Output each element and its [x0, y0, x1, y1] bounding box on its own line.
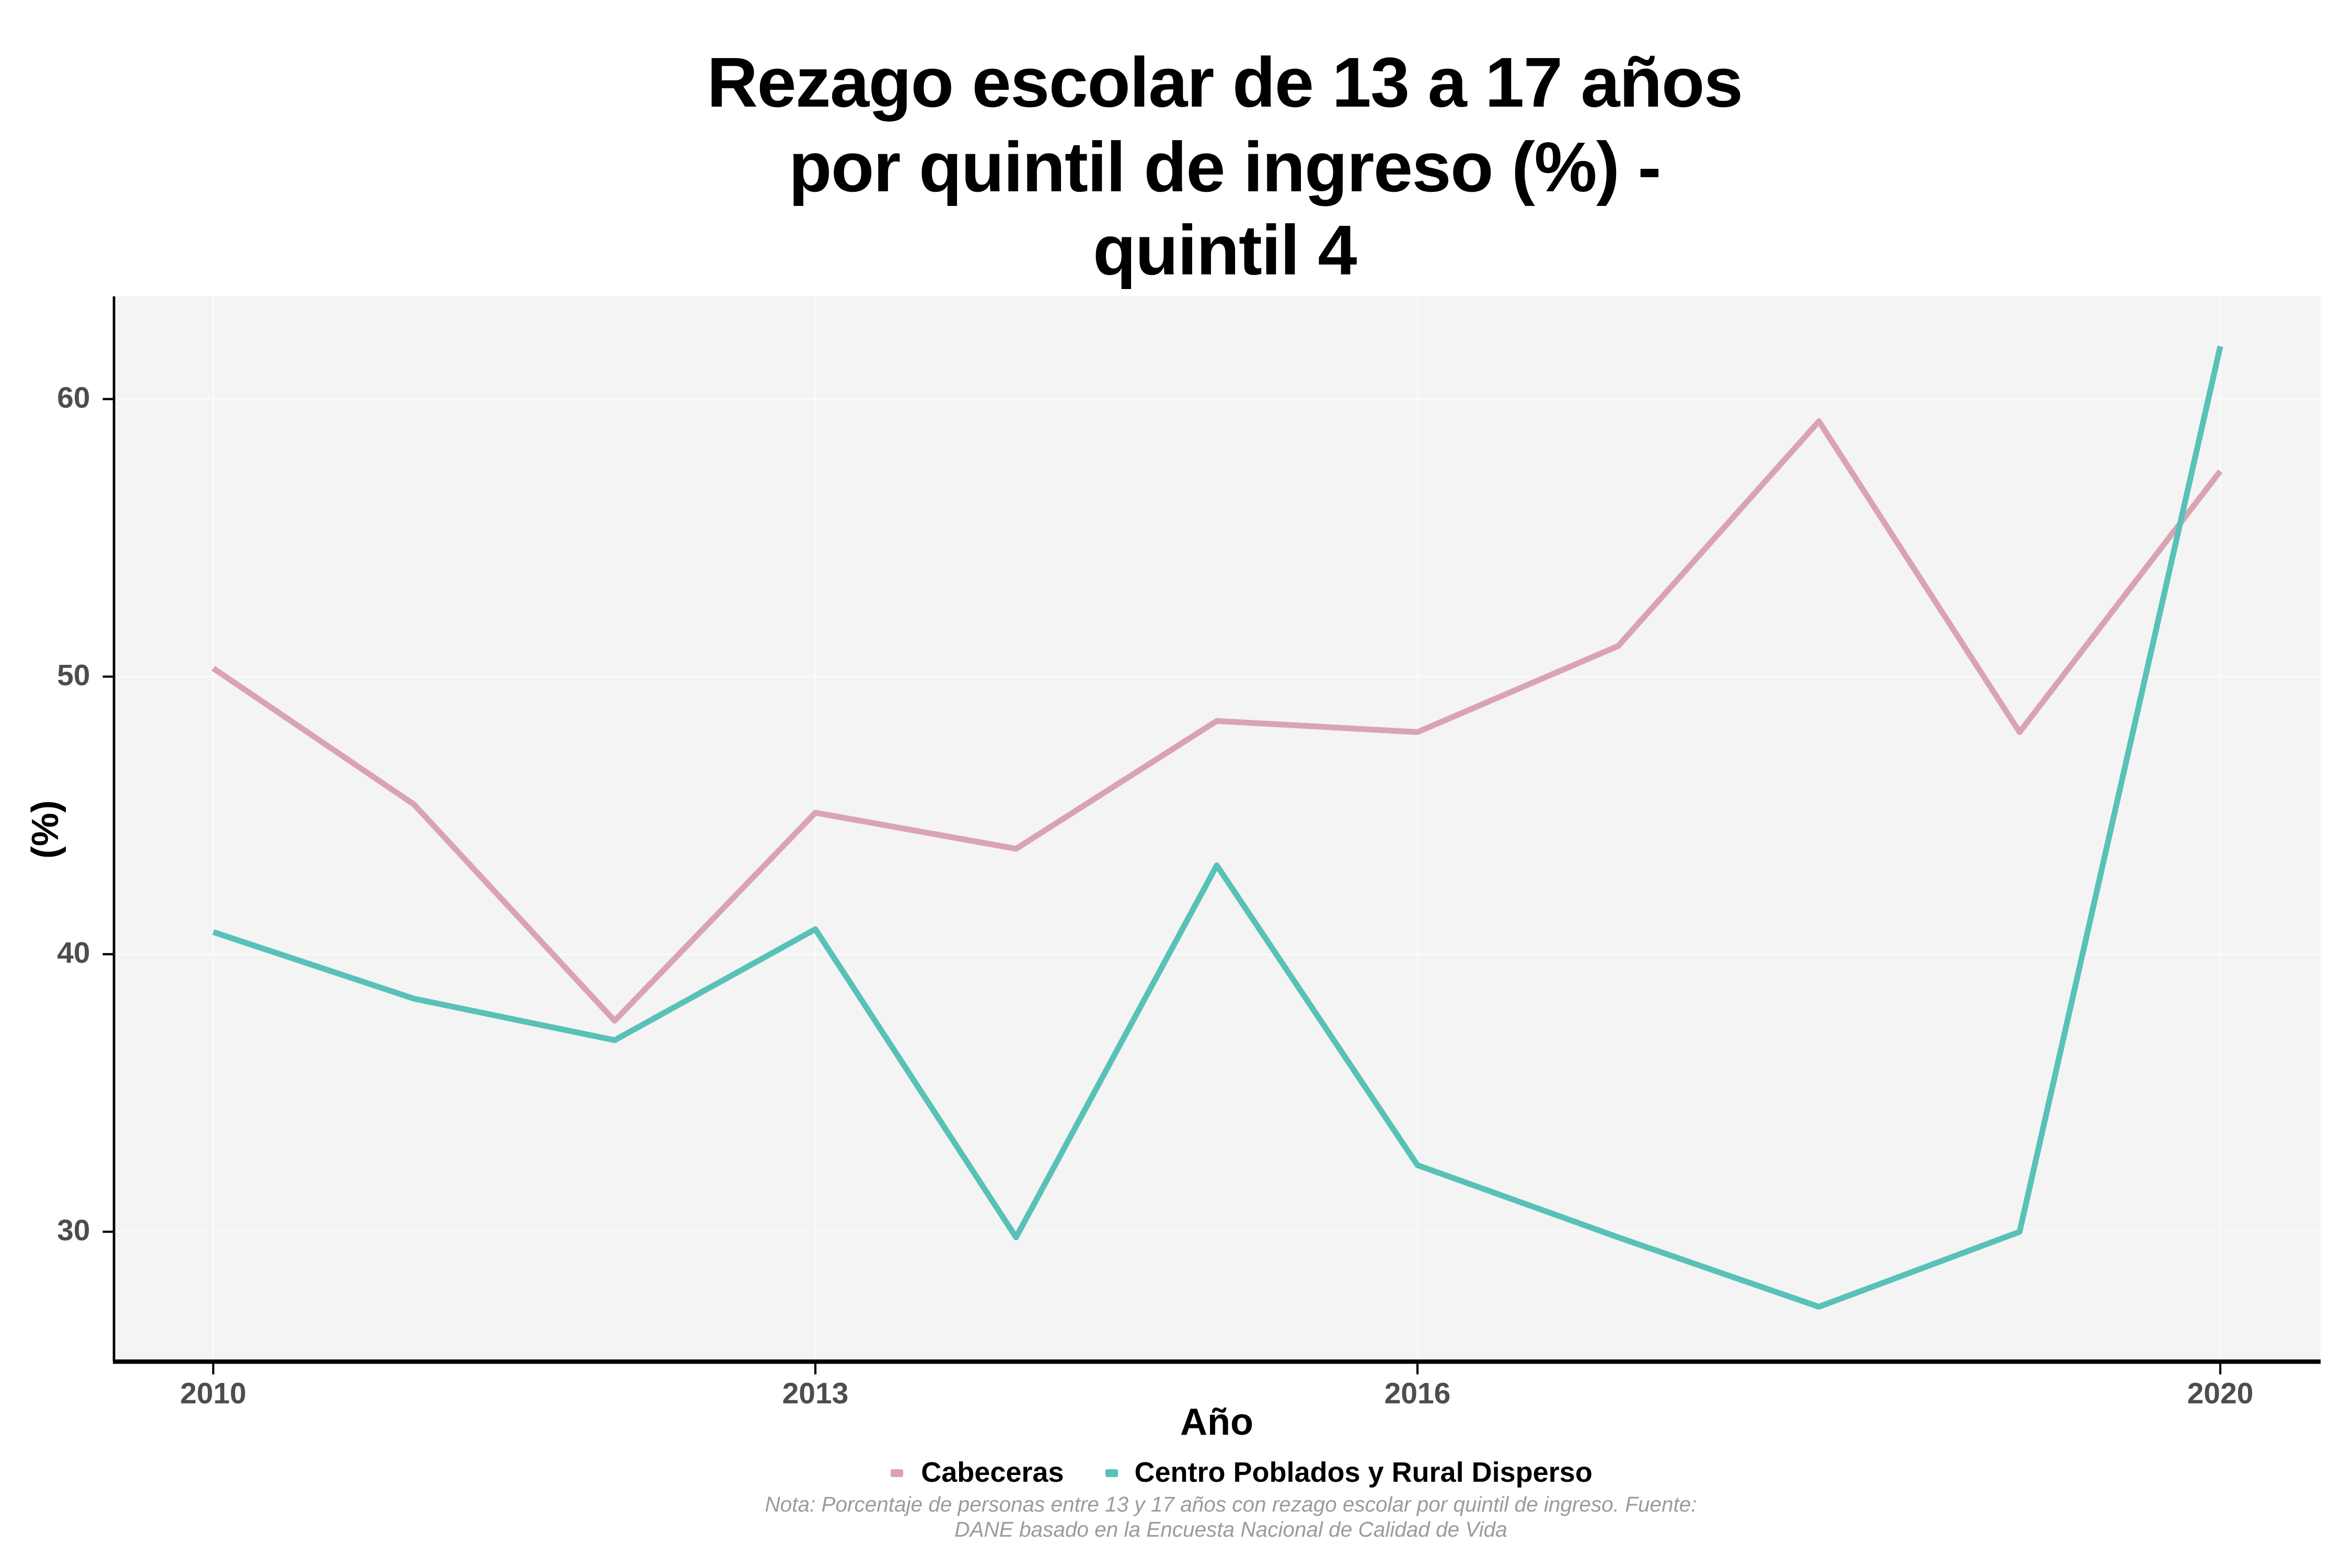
- source-note-line-1: Nota: Porcentaje de personas entre 13 y …: [765, 1493, 1697, 1516]
- source-note-line-2: DANE basado en la Encuesta Nacional de C…: [954, 1517, 1507, 1541]
- x-tick-label-2010: 2010: [180, 1378, 247, 1411]
- legend-item-centro-poblados: Centro Poblados y Rural Disperso: [1104, 1455, 1593, 1490]
- plot-panel: [113, 296, 2321, 1359]
- legend-label-cabeceras: Cabeceras: [921, 1457, 1064, 1488]
- legend-label-centro-poblados: Centro Poblados y Rural Disperso: [1134, 1457, 1593, 1488]
- legend: Cabeceras Centro Poblados y Rural Disper…: [144, 1455, 2339, 1490]
- chart-title-line-3: quintil 4: [1093, 210, 1357, 290]
- legend-key-centro-poblados: [1104, 1468, 1117, 1477]
- y-tick-label-40: 40: [57, 938, 90, 971]
- y-tick-label-30: 30: [57, 1215, 90, 1249]
- y-axis-title: (%): [25, 800, 67, 859]
- chart-title-line-1: Rezago escolar de 13 a 17 años: [707, 42, 1743, 122]
- chart-title-line-2: por quintil de ingreso (%) -: [789, 126, 1661, 206]
- y-tick-label-60: 60: [57, 382, 90, 416]
- source-note: Nota: Porcentaje de personas entre 13 y …: [133, 1493, 2328, 1541]
- y-tick-label-50: 50: [57, 660, 90, 694]
- chart-title: Rezago escolar de 13 a 17 años por quint…: [127, 41, 2322, 293]
- legend-key-cabeceras: [891, 1468, 904, 1477]
- x-axis-title: Año: [1180, 1402, 1253, 1444]
- x-tick-label-2016: 2016: [1384, 1378, 1451, 1411]
- series-line-centro-poblados: [212, 345, 2223, 1310]
- legend-item-cabeceras: Cabeceras: [891, 1455, 1064, 1490]
- x-tick-label-2013: 2013: [782, 1378, 849, 1411]
- x-tick-label-2020: 2020: [2187, 1378, 2254, 1411]
- series-line-cabeceras: [211, 418, 2223, 1024]
